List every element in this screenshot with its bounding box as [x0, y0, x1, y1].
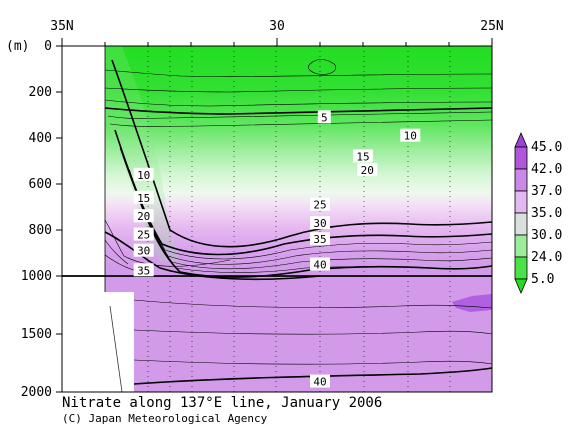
contour-label-bg	[310, 257, 330, 271]
y-tick-label-0: 0	[44, 39, 52, 54]
colorbar-top-triangle	[514, 131, 528, 148]
contour-label-10: 10	[404, 130, 417, 143]
contour-label-15: 15	[356, 150, 369, 163]
contour-label-10: 10	[137, 169, 150, 182]
contour-label-20: 20	[137, 210, 150, 223]
contour-label-bg	[310, 197, 330, 211]
colorbar-label-37.0: 37.0	[531, 184, 562, 199]
colorbar-label-45.0: 45.0	[531, 140, 562, 155]
x-tick-label-35n: 35N	[50, 19, 73, 34]
missing-data-notch	[105, 292, 134, 392]
contour-label-bg	[133, 209, 154, 223]
chart-title: Nitrate along 137°E line, January 2006	[62, 395, 383, 411]
contour-label-20: 20	[361, 164, 374, 177]
y-tick-label-1500: 1500	[21, 327, 52, 342]
colorbar-label-35.0: 35.0	[531, 206, 562, 221]
y-tick-label-2000: 2000	[21, 385, 52, 400]
missing-data-diagonal	[109, 305, 123, 392]
contour-label-30: 30	[137, 245, 150, 258]
high-nitrate-patch	[452, 294, 492, 312]
colorbar-label-5.0: 5.0	[531, 272, 554, 287]
colorbar-swatch	[514, 212, 528, 236]
colorbar-swatch	[514, 234, 528, 258]
contour-label-bg	[357, 163, 378, 177]
plot-area	[61, 45, 493, 393]
contour-label-bg	[317, 110, 331, 124]
contour-label-bg	[133, 243, 154, 257]
contour-label-35: 35	[313, 233, 326, 246]
contour-label-bg	[133, 263, 154, 277]
contour-label-bg	[133, 190, 154, 204]
colorbar: 45.0 42.0 37.0 35.0 30.0 24.0 5.0	[514, 131, 562, 295]
contour-label-30: 30	[313, 217, 326, 230]
frontal-zone	[105, 46, 180, 262]
x-tick-label-25n: 25N	[480, 19, 503, 34]
contour-label-bg	[400, 128, 421, 142]
x-axis	[61, 38, 493, 46]
y-tick-label-600: 600	[29, 177, 52, 192]
colorbar-label-24.0: 24.0	[531, 250, 562, 265]
contour-label-25: 25	[313, 199, 326, 212]
y-tick-label-800: 800	[29, 223, 52, 238]
colorbar-label-30.0: 30.0	[531, 228, 562, 243]
contour-label-15: 15	[137, 192, 150, 205]
contour-label-40: 40	[313, 259, 326, 272]
contour-label-bg	[133, 167, 154, 181]
x-tick-label-30: 30	[269, 19, 285, 34]
contour-label-25: 25	[137, 229, 150, 242]
contour-label-bg	[310, 216, 330, 230]
y-axis-unit: (m)	[6, 39, 29, 54]
contour-label-5: 5	[321, 111, 328, 124]
y-tick-label-1000: 1000	[21, 269, 52, 284]
contour-label-bg	[133, 227, 154, 241]
colorbar-swatch	[514, 256, 528, 280]
colorbar-swatch	[514, 168, 528, 192]
y-axis-ticks	[56, 45, 62, 393]
y-tick-label-400: 400	[29, 131, 52, 146]
colorbar-swatch	[514, 146, 528, 170]
contour-label-bg	[310, 374, 330, 388]
colorbar-swatch	[514, 190, 528, 214]
colorbar-label-42.0: 42.0	[531, 162, 562, 177]
contour-label-bg	[353, 149, 373, 163]
contour-label-35: 35	[137, 264, 150, 277]
copyright-credit: (C) Japan Meteorological Agency	[62, 412, 268, 425]
contour-label-40: 40	[313, 376, 326, 389]
contour-label-bg	[310, 232, 330, 246]
y-tick-label-200: 200	[29, 85, 52, 100]
colorbar-bottom-triangle	[514, 278, 528, 295]
